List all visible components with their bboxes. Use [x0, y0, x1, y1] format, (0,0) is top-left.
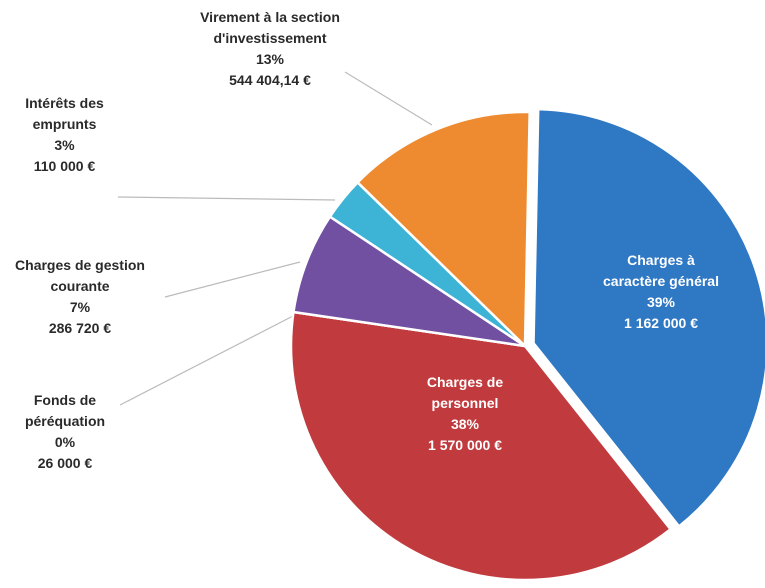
- percent-label: 7%: [69, 299, 91, 315]
- pie-slice: [355, 110, 531, 349]
- category-label: Virement à la section d'investissement: [200, 9, 340, 46]
- amount-label: 1 570 000 €: [428, 437, 502, 453]
- category-label: Charges de gestion courante: [15, 257, 145, 294]
- pie-slice: [289, 310, 673, 582]
- slice-label: Intérêts des emprunts 3% 110 000 €: [12, 93, 117, 177]
- slice-label: Virement à la section d'investissement 13…: [200, 7, 340, 91]
- percent-label: 13%: [255, 51, 285, 67]
- slice-label: Charges de personnel 38% 1 570 000 €: [405, 372, 525, 456]
- category-label: Intérêts des emprunts: [25, 95, 104, 132]
- percent-label: 3%: [54, 137, 75, 153]
- percent-label: 0%: [54, 434, 76, 450]
- percent-label: 38%: [450, 416, 480, 432]
- leader-line: [164, 261, 301, 298]
- leader-line: [344, 71, 433, 126]
- category-label: Charges à caractère général: [603, 252, 719, 289]
- amount-label: 26 000 €: [37, 455, 93, 471]
- percent-label: 39%: [646, 294, 676, 310]
- category-label: Fonds de péréquation: [24, 392, 106, 429]
- pie-slice: [532, 107, 765, 529]
- slice-label: Charges à caractère général 39% 1 162 000 …: [598, 250, 724, 334]
- slice-label: Fonds de péréquation 0% 26 000 €: [15, 390, 115, 474]
- amount-label: 1 162 000 €: [624, 315, 698, 331]
- category-label: Charges de personnel: [426, 374, 504, 411]
- amount-label: 286 720 €: [48, 320, 112, 336]
- slice-label: Charges de gestion courante 7% 286 720 €: [5, 255, 155, 339]
- leader-line: [117, 196, 336, 201]
- amount-label: 110 000 €: [33, 158, 96, 174]
- leader-line: [119, 315, 294, 406]
- amount-label: 544 404,14 €: [229, 72, 311, 88]
- pie-slice: [292, 214, 526, 348]
